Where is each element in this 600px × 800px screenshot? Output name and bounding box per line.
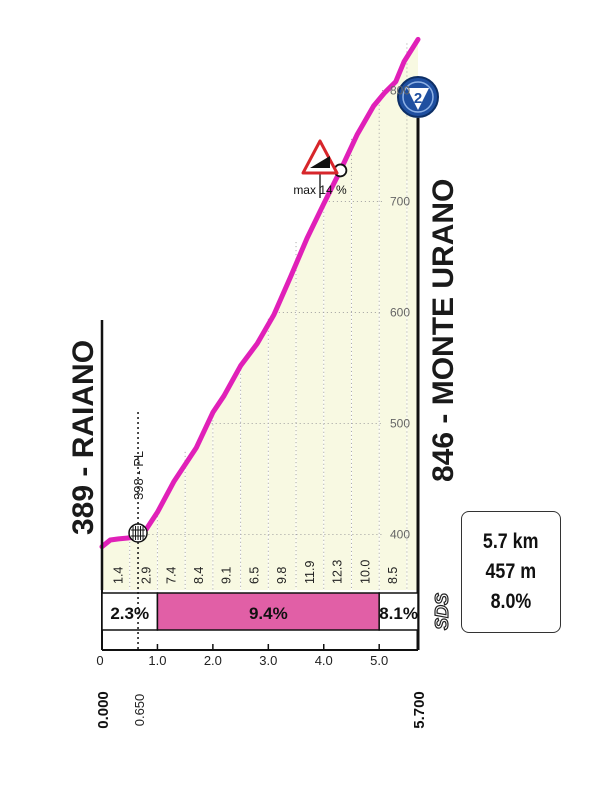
x-axis-tick-label: 2.0	[204, 653, 222, 668]
steep-warning-icon	[301, 139, 339, 175]
altitude-tick-label: 600	[390, 306, 410, 320]
gradient-segment-bar	[156, 592, 380, 631]
summary-gain: 457 m	[485, 560, 537, 583]
profile-area-fill	[102, 39, 418, 590]
altitude-tick-label: 700	[390, 195, 410, 209]
segment-gradient-label: 12.3	[331, 560, 345, 584]
max-gradient-label: max 14 %	[293, 183, 347, 197]
altitude-tick-label: 800	[390, 84, 410, 98]
level-crossing-km-label: 0.650	[132, 694, 147, 727]
start-location-label: 389 - RAIANO	[67, 340, 100, 535]
segment-gradient-label: 11.9	[303, 561, 317, 584]
kom-badge-triangle	[407, 88, 429, 110]
gradient-segment-bar	[101, 592, 159, 631]
segment-gradient-label: 8.4	[192, 567, 206, 584]
x-axis-tick-label: 1.0	[148, 653, 166, 668]
segment-gradient-label: 6.5	[247, 567, 261, 584]
start-km-label: 0.000	[95, 691, 112, 729]
x-axis-tick-label: 4.0	[315, 653, 333, 668]
x-axis-tick-label: 5.0	[370, 653, 388, 668]
finish-km-label: 5.700	[411, 691, 428, 729]
summary-avg-gradient: 8.0%	[490, 590, 532, 613]
segment-gradient-label: 7.4	[164, 567, 178, 584]
x-axis-zero-label: 0	[96, 653, 103, 668]
altitude-tick-label: 500	[390, 417, 410, 431]
segment-gradient-label: 8.5	[386, 567, 400, 584]
segment-gradient-label: 10.0	[358, 560, 372, 584]
kom-badge-ring	[402, 81, 434, 113]
climb-summary-box: 5.7 km 457 m 8.0%	[461, 511, 561, 633]
gradient-segment-bar	[378, 592, 419, 631]
x-axis-tick-label: 3.0	[259, 653, 277, 668]
kom-category-label: 2	[414, 90, 422, 107]
brand-mark: SDS	[432, 593, 452, 630]
finish-location-label: 846 - MONTE URANO	[427, 179, 460, 482]
segment-gradient-label: 9.8	[275, 567, 289, 584]
summary-distance: 5.7 km	[483, 530, 539, 553]
steep-warning-icon-slope	[310, 156, 330, 168]
gradient-segment-label: 9.4%	[249, 604, 288, 623]
level-crossing-label: 398 - PL	[131, 451, 146, 500]
segment-gradient-label: 9.1	[220, 567, 234, 584]
altitude-tick-label: 400	[390, 528, 410, 542]
gradient-segment-label: 2.3%	[110, 604, 149, 623]
gradient-segment-label: 8.1%	[379, 604, 418, 623]
segment-gradient-label: 2.9	[139, 567, 153, 584]
segment-gradient-label: 1.4	[112, 567, 126, 584]
